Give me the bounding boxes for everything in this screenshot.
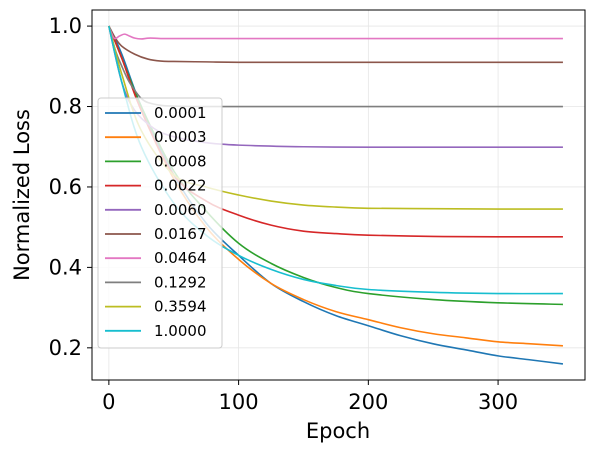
y-tick-label: 0.4 xyxy=(49,255,82,279)
legend-label: 1.0000 xyxy=(154,322,207,340)
y-tick-label: 1.0 xyxy=(49,14,82,38)
series-line-0.0464 xyxy=(108,25,563,40)
legend-label: 0.3594 xyxy=(154,298,207,316)
legend-label: 0.0008 xyxy=(154,152,207,170)
series-line-0.0167 xyxy=(108,25,563,64)
legend: 0.0001 0.0003 0.0008 0.0022 0.0060 0.0167 0.04… xyxy=(97,97,223,349)
x-tick-label: 100 xyxy=(219,390,259,414)
x-axis-label: Epoch xyxy=(306,419,370,443)
x-tick-label: 0 xyxy=(102,390,115,414)
legend-label: 0.0003 xyxy=(154,128,207,146)
legend-label: 0.0167 xyxy=(154,225,207,243)
y-tick-label: 0.6 xyxy=(49,175,82,199)
legend-label: 0.0464 xyxy=(154,249,207,267)
y-tick-label: 0.2 xyxy=(49,336,82,360)
plot-frame xyxy=(91,9,586,381)
legend-label: 0.1292 xyxy=(154,273,207,291)
legend-label: 0.0001 xyxy=(154,104,207,122)
y-axis-label: Normalized Loss xyxy=(10,109,34,281)
legend-label: 0.0060 xyxy=(154,201,207,219)
x-tick-label: 200 xyxy=(348,390,388,414)
y-tick-label: 0.8 xyxy=(49,95,82,119)
legend-label: 0.0022 xyxy=(154,177,207,195)
x-tick-label: 300 xyxy=(478,390,518,414)
ticks: 0 100 200 300 0.2 0.4 0.6 0.8 1.0 xyxy=(49,14,519,414)
